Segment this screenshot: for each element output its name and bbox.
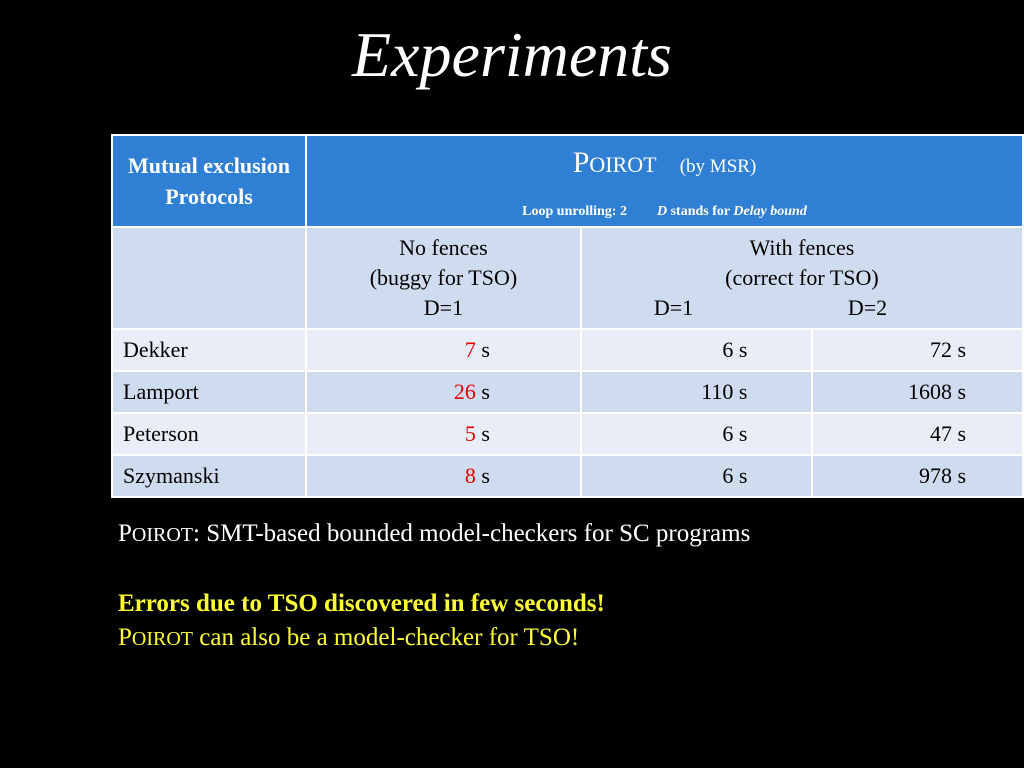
no-fences-line3: D=1 [423,295,464,320]
poirot-name-rest: OIROT [589,152,657,177]
poirot-description: POIROT: SMT-based bounded model-checkers… [118,520,750,548]
protocol-name: Dekker [110,328,308,372]
no-fences-time: 26 s [305,370,582,414]
results-table: Mutual exclusion Protocols POIROT (by MS… [110,134,1024,498]
table-row: Szymanski 8 s 6 s 978 s [110,454,1024,498]
poirot-tso-note: POIROT can also be a model-checker for T… [118,624,579,652]
protocol-name: Lamport [110,370,308,414]
with-fences-d2-time: 978 s [811,454,1024,498]
with-fences-header: With fences (correct for TSO) D=1 D=2 [579,226,1024,330]
table-row: Peterson 5 s 6 s 47 s [110,412,1024,456]
with-fences-d2-time: 72 s [811,328,1024,372]
header-subtitle: Loop unrolling: 2 D stands for Delay boun… [307,204,1022,220]
poirot-description-text: : SMT-based bounded model-checkers for S… [193,520,751,547]
protocol-name: Peterson [110,412,308,456]
table-row: Lamport 26 s 110 s 1608 s [110,370,1024,414]
with-fences-d1-time: 6 s [579,412,814,456]
protocol-name: Szymanski [110,454,308,498]
no-fences-time: 7 s [305,328,582,372]
with-fences-d1: D=1 [653,295,694,320]
with-fences-d2-time: 47 s [811,412,1024,456]
poirot-tso-text: can also be a model-checker for TSO! [193,624,580,651]
d-stands-for: stands for [670,204,730,219]
with-fences-line1: With fences [749,235,855,260]
with-fences-line2: (correct for TSO) [725,265,879,290]
no-fences-time: 5 s [305,412,582,456]
protocols-header-line2: Protocols [165,184,253,209]
poirot-by-msr: (by MSR) [679,156,757,177]
with-fences-d2-time: 1608 s [811,370,1024,414]
table-row: Dekker 7 s 6 s 72 s [110,328,1024,372]
d-letter: D [656,204,668,219]
no-fences-line2: (buggy for TSO) [369,265,518,290]
with-fences-d1-time: 6 s [579,454,814,498]
slide-title: Experiments [352,19,672,90]
loop-unrolling-label: Loop unrolling: 2 [522,204,627,219]
with-fences-d1-time: 110 s [579,370,814,414]
poirot-initial: P [118,624,132,651]
errors-tso-note: Errors due to TSO discovered in few seco… [118,590,605,617]
with-fences-d2: D=2 [847,295,888,320]
poirot-rest: OIROT [131,628,194,650]
no-fences-header: No fences (buggy for TSO) D=1 [305,226,582,330]
no-fences-time: 8 s [305,454,582,498]
poirot-name-initial: P [572,146,590,179]
with-fences-d1-time: 6 s [579,328,814,372]
poirot-initial: P [118,520,132,547]
no-fences-line1: No fences [399,235,488,260]
protocols-header: Mutual exclusion Protocols [110,134,308,228]
poirot-rest: OIROT [131,524,194,546]
protocols-header-line1: Mutual exclusion [128,153,290,178]
empty-subheader-cell [110,226,308,330]
poirot-header: POIROT (by MSR) Loop unrolling: 2 D stand… [305,134,1024,228]
delay-bound-label: Delay bound [733,204,807,219]
